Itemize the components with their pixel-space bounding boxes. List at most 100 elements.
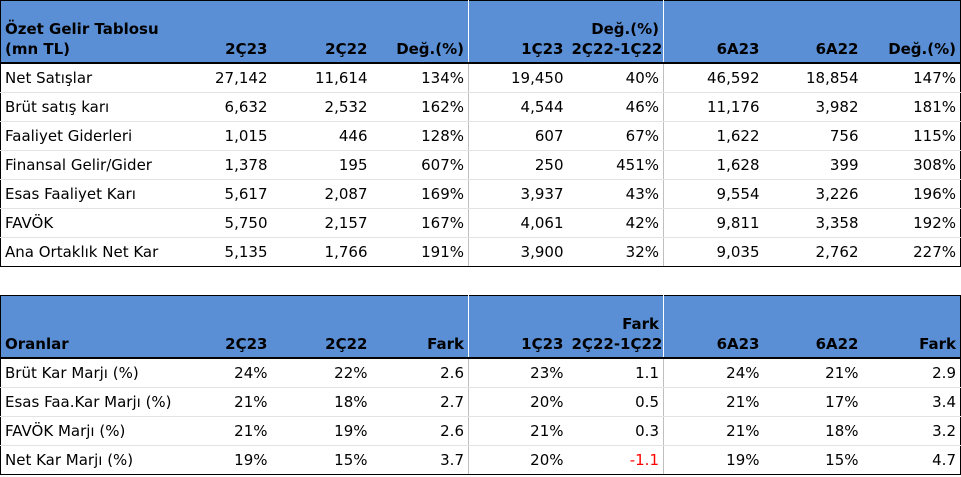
table-cell: 5,750: [171, 208, 272, 238]
table-cell: 18,854: [763, 62, 863, 93]
table-cell: 21%: [663, 416, 764, 446]
table-cell: 3,226: [763, 179, 863, 209]
table-cell: 4,061: [468, 208, 568, 238]
table-cell: 9,554: [663, 179, 764, 209]
table-cell: 6,632: [171, 92, 272, 122]
col-header-2q23: 2Ç23: [171, 0, 272, 64]
table-cell: 134%: [371, 62, 469, 93]
table-cell: 3,358: [763, 208, 863, 238]
table-cell: 23%: [468, 357, 568, 388]
table-cell: 24%: [171, 357, 272, 388]
table-cell: 181%: [862, 92, 961, 122]
table-row: FAVÖK 5,750 2,157 167% 4,061 42% 9,811 3,358 192…: [0, 208, 961, 238]
table-cell: 18%: [271, 387, 372, 417]
table-cell: -1.1: [567, 445, 664, 475]
table-cell: 196%: [862, 179, 961, 209]
table-row: FAVÖK Marjı (%) 21% 19% 2.6 21% 0.3 21% 18% 3.2: [0, 416, 961, 446]
table-cell: 18%: [763, 416, 863, 446]
table-cell: 2.6: [371, 357, 469, 388]
col-header-6m23: 6A23: [663, 0, 764, 64]
table-cell: 1.1: [567, 357, 664, 388]
table-cell: 195: [271, 150, 372, 180]
table-cell: 1,766: [271, 237, 372, 267]
table-cell: 17%: [763, 387, 863, 417]
col-header-change-qoq: Değ.(%) 2Ç22-1Ç22: [567, 0, 664, 64]
table-cell: 15%: [763, 445, 863, 475]
table-cell: 21%: [171, 387, 272, 417]
table-cell: 0.3: [567, 416, 664, 446]
row-label: Brüt Kar Marjı (%): [0, 357, 172, 388]
table-cell: 167%: [371, 208, 469, 238]
table-cell: 147%: [862, 62, 961, 93]
table-cell: 46,592: [663, 62, 764, 93]
table-cell: 42%: [567, 208, 664, 238]
table-cell: 21%: [171, 416, 272, 446]
table-cell: 21%: [663, 387, 764, 417]
ratios-table-title: Oranlar: [0, 295, 172, 359]
table-cell: 5,135: [171, 237, 272, 267]
table-row: Finansal Gelir/Gider 1,378 195 607% 250 451% 1…: [0, 150, 961, 180]
table-cell: 40%: [567, 62, 664, 93]
col-header-6m22: 6A22: [763, 295, 863, 359]
table-row: Brüt Kar Marjı (%) 24% 22% 2.6 23% 1.1 24% 21% 2…: [0, 357, 961, 388]
table-cell: 2.6: [371, 416, 469, 446]
col-header-1q23: 1Ç23: [468, 295, 568, 359]
col-header-2q23: 2Ç23: [171, 295, 272, 359]
table-cell: 19%: [171, 445, 272, 475]
table-cell: 3,937: [468, 179, 568, 209]
table-cell: 2,532: [271, 92, 372, 122]
table-cell: 128%: [371, 121, 469, 151]
col-header-6m22: 6A22: [763, 0, 863, 64]
table-cell: 607%: [371, 150, 469, 180]
col-header-2q22: 2Ç22: [271, 295, 372, 359]
table-cell: 2,762: [763, 237, 863, 267]
col-header-change-yoy: Değ.(%): [371, 0, 469, 64]
table-cell: 4.7: [862, 445, 961, 475]
table-cell: 21%: [763, 357, 863, 388]
col-header-diff-6m: Fark: [862, 295, 961, 359]
row-label: Esas Faaliyet Karı: [0, 179, 172, 209]
income-header-row: Özet Gelir Tablosu (mn TL) 2Ç23 2Ç22 Değ.…: [0, 0, 961, 64]
table-cell: 308%: [862, 150, 961, 180]
row-label: FAVÖK Marjı (%): [0, 416, 172, 446]
table-cell: 0.5: [567, 387, 664, 417]
table-row: Esas Faa.Kar Marjı (%) 21% 18% 2.7 20% 0.5 21%…: [0, 387, 961, 417]
table-cell: 446: [271, 121, 372, 151]
table-cell: 2.7: [371, 387, 469, 417]
table-cell: 32%: [567, 237, 664, 267]
row-label: Ana Ortaklık Net Kar: [0, 237, 172, 267]
col-header-2q22: 2Ç22: [271, 0, 372, 64]
table-row: Net Satışlar 27,142 11,614 134% 19,450 40% 46,…: [0, 62, 961, 93]
table-cell: 5,617: [171, 179, 272, 209]
table-cell: 607: [468, 121, 568, 151]
table-cell: 191%: [371, 237, 469, 267]
table-cell: 162%: [371, 92, 469, 122]
table-cell: 169%: [371, 179, 469, 209]
col-header-diff-yoy: Fark: [371, 295, 469, 359]
table-row: Faaliyet Giderleri 1,015 446 128% 607 67% 1,62…: [0, 121, 961, 151]
table-cell: 11,176: [663, 92, 764, 122]
table-cell: 2,087: [271, 179, 372, 209]
table-cell: 756: [763, 121, 863, 151]
col-header-diff-qoq: Fark 2Ç22-1Ç22: [567, 295, 664, 359]
ratios-header-row: Oranlar 2Ç23 2Ç22 Fark 1Ç23 Fark 2Ç22-1Ç2…: [0, 295, 961, 359]
table-cell: 3,900: [468, 237, 568, 267]
table-cell: 19%: [663, 445, 764, 475]
table-cell: 3.2: [862, 416, 961, 446]
row-label: Faaliyet Giderleri: [0, 121, 172, 151]
table-row: Esas Faaliyet Karı 5,617 2,087 169% 3,937 43%…: [0, 179, 961, 209]
col-header-6m23: 6A23: [663, 295, 764, 359]
table-cell: 1,628: [663, 150, 764, 180]
table-cell: 227%: [862, 237, 961, 267]
row-label: Brüt satış karı: [0, 92, 172, 122]
col-header-change-6m: Değ.(%): [862, 0, 961, 64]
table-row: Brüt satış karı 6,632 2,532 162% 4,544 46% 11,…: [0, 92, 961, 122]
table-cell: 22%: [271, 357, 372, 388]
table-cell: 2,157: [271, 208, 372, 238]
table-cell: 15%: [271, 445, 372, 475]
table-cell: 24%: [663, 357, 764, 388]
table-cell: 67%: [567, 121, 664, 151]
table-cell: 2.9: [862, 357, 961, 388]
ratios-table: Oranlar 2Ç23 2Ç22 Fark 1Ç23 Fark 2Ç22-1Ç2…: [0, 295, 961, 475]
table-cell: 19,450: [468, 62, 568, 93]
